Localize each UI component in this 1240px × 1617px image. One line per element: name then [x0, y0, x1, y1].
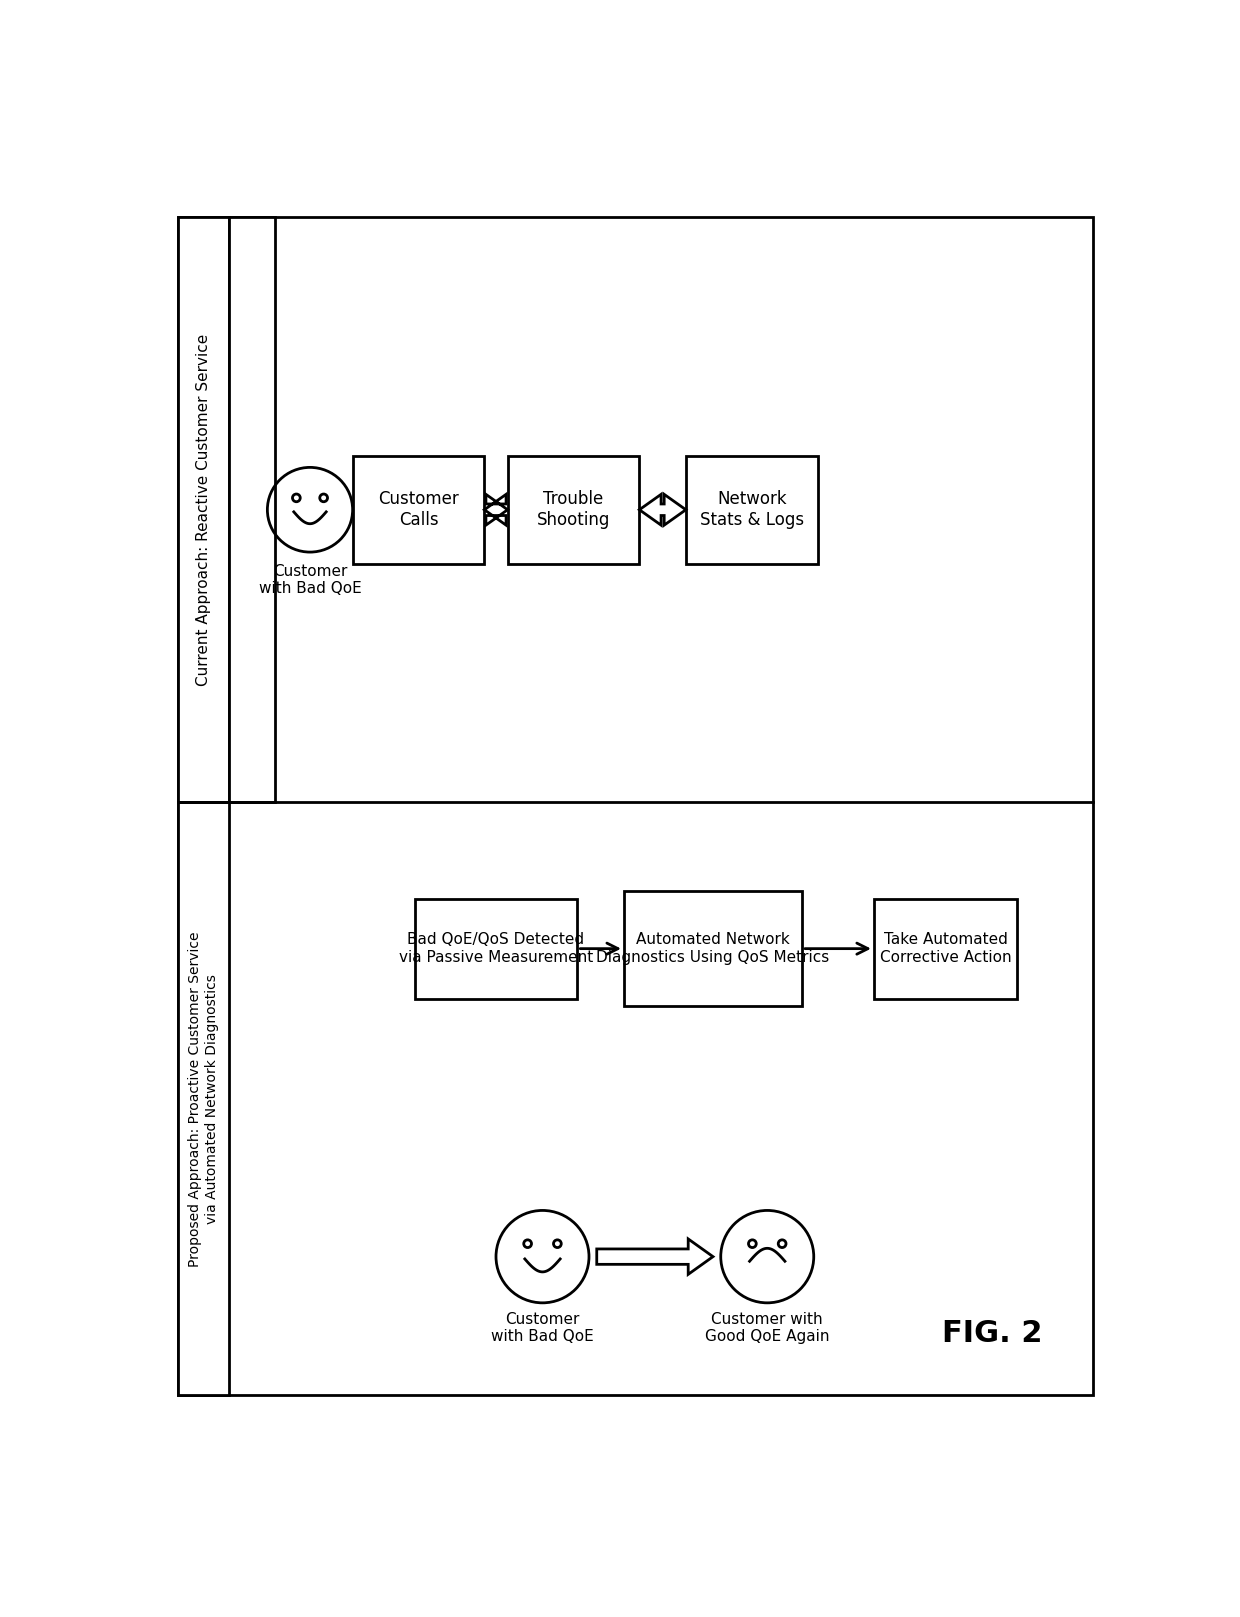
Text: Customer
Calls: Customer Calls [378, 490, 459, 529]
Polygon shape [596, 1239, 713, 1274]
Bar [352, 456, 485, 564]
Bar [686, 456, 817, 564]
Bar [624, 891, 802, 1006]
Bar [179, 802, 228, 1395]
Text: Current Approach: Reactive Customer Service: Current Approach: Reactive Customer Serv… [196, 333, 211, 686]
Text: Automated Network
Diagnostics Using QoS Metrics: Automated Network Diagnostics Using QoS … [596, 933, 830, 965]
Text: FIG. 2: FIG. 2 [941, 1319, 1043, 1349]
Bar [414, 899, 578, 999]
Text: Network
Stats & Logs: Network Stats & Logs [699, 490, 804, 529]
Text: Bad QoE/QoS Detected
via Passive Measurement: Bad QoE/QoS Detected via Passive Measure… [399, 933, 593, 965]
Text: Trouble
Shooting: Trouble Shooting [537, 490, 610, 529]
Text: Take Automated
Corrective Action: Take Automated Corrective Action [879, 933, 1012, 965]
Text: Customer with
Good QoE Again: Customer with Good QoE Again [706, 1311, 830, 1344]
Bar [228, 217, 275, 802]
Text: Customer
with Bad QoE: Customer with Bad QoE [491, 1311, 594, 1344]
Bar [507, 456, 640, 564]
Text: Proposed Approach: Proactive Customer Service
via Automated Network Diagnostics: Proposed Approach: Proactive Customer Se… [188, 931, 218, 1266]
Bar [874, 899, 1017, 999]
Text: Customer
with Bad QoE: Customer with Bad QoE [259, 564, 361, 597]
Bar [179, 217, 228, 802]
